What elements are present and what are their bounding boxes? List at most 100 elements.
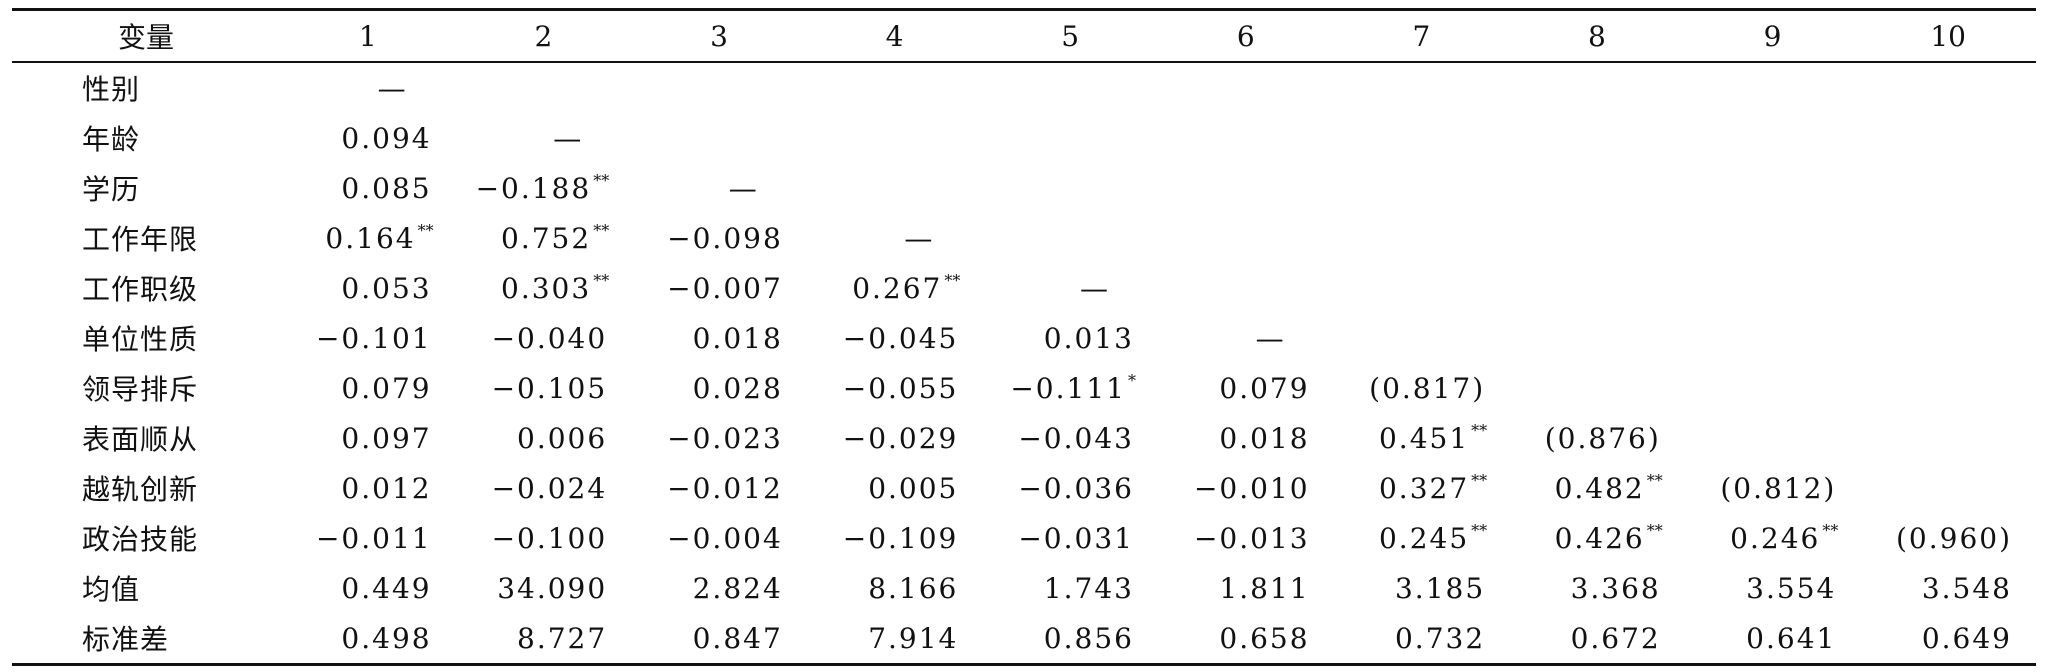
row-label: 领导排斥: [82, 373, 199, 406]
table-cell: 0.085: [280, 163, 456, 213]
table-cell: —: [456, 113, 632, 163]
table-cell: [982, 113, 1158, 163]
table-cell: [1860, 163, 2036, 213]
cell-value: 1.743: [1043, 572, 1134, 605]
cell-value: 0.732: [1394, 622, 1486, 655]
row-label: 均值: [82, 573, 141, 606]
table-cell: 0.245 **: [1334, 513, 1510, 563]
table-cell: [1860, 413, 2036, 463]
table-row: 单位性质 −0.101 −0.040 0.018 −0.045 0.013 —: [12, 313, 2036, 363]
row-label: 性别: [82, 73, 141, 106]
table-cell: −0.011: [280, 513, 456, 563]
significance-marker: **: [593, 171, 610, 190]
table-cell: −0.098: [631, 213, 807, 263]
cell-value: −0.007: [667, 272, 783, 305]
row-label: 政治技能: [82, 523, 199, 556]
table-cell: —: [631, 163, 807, 213]
table-cell: −0.010: [1158, 463, 1334, 513]
cell-value: −0.036: [1018, 472, 1134, 505]
table-cell: [1158, 213, 1334, 263]
table-cell: −0.101: [280, 313, 456, 363]
table-cell: [1860, 313, 2036, 363]
table-cell: 0.482 **: [1509, 463, 1685, 513]
significance-marker: **: [1822, 521, 1839, 540]
table-cell: —: [982, 263, 1158, 313]
table-cell: [1334, 113, 1510, 163]
header-col: 9: [1684, 8, 1861, 63]
table-cell: 0.018: [631, 313, 807, 363]
cell-value: −0.098: [667, 222, 783, 255]
header-col: 8: [1509, 8, 1685, 63]
cell-value: 0.303: [501, 272, 592, 305]
row-label: 表面顺从: [82, 423, 199, 456]
cell-value: −0.010: [1193, 472, 1310, 505]
table-cell: 0.097: [280, 413, 456, 463]
table-cell: [1860, 363, 2036, 413]
significance-marker: **: [1471, 521, 1488, 540]
table-cell: 3.368: [1509, 563, 1685, 613]
table-cell: [1509, 363, 1685, 413]
cell-value: 0.053: [341, 272, 432, 305]
table-cell: [1158, 113, 1334, 163]
table-cell: 8.166: [807, 563, 983, 613]
table-cell: (0.812): [1685, 463, 1861, 513]
cell-value: 0.085: [341, 172, 432, 205]
header-col: 10: [1860, 8, 2036, 63]
table-cell: [1509, 113, 1685, 163]
cell-value: 0.079: [341, 372, 432, 405]
significance-marker: **: [593, 271, 610, 290]
cell-value: 0.449: [341, 572, 432, 605]
table-cell: 0.267 **: [807, 263, 983, 313]
table-cell: 0.013: [982, 313, 1158, 363]
table-cell: 0.327 **: [1334, 463, 1510, 513]
cell-value: 0.672: [1570, 622, 1661, 655]
table-cell: (0.817): [1334, 363, 1510, 413]
cell-value: 0.097: [341, 422, 432, 455]
table-cell: [1685, 263, 1861, 313]
cell-value: 3.548: [1921, 572, 2012, 605]
table-cell: 0.028: [631, 363, 807, 413]
table-cell: 2.824: [631, 563, 807, 613]
cell-value: 0.482: [1554, 472, 1645, 505]
table-cell: [1860, 263, 2036, 313]
cell-value: 0.012: [341, 472, 432, 505]
cell-value: —: [1079, 272, 1110, 305]
table-cell: −0.040: [456, 313, 632, 363]
cell-value: −0.024: [491, 472, 608, 505]
cell-value: 7.914: [868, 622, 959, 655]
table-cell: 8.727: [455, 613, 632, 666]
cell-value: −0.045: [842, 322, 959, 355]
table-cell: −0.007: [631, 263, 807, 313]
table-cell: −0.036: [982, 463, 1158, 513]
table-cell: [1334, 62, 1510, 113]
cell-value: 0.018: [1219, 422, 1310, 455]
cell-value: −0.040: [491, 322, 608, 355]
table-cell: [1509, 263, 1685, 313]
cell-value: 0.018: [692, 322, 783, 355]
cell-value: −0.029: [842, 422, 959, 455]
table-cell: 0.752 **: [456, 213, 632, 263]
cell-value: 0.847: [692, 622, 783, 655]
cell-value: 8.166: [868, 572, 959, 605]
table-cell: [1685, 413, 1861, 463]
table-cell: 0.449: [280, 563, 456, 613]
significance-marker: **: [1471, 421, 1488, 440]
cell-value: 0.164: [325, 222, 416, 255]
table-cell: −0.043: [982, 413, 1158, 463]
table-row: 表面顺从 0.097 0.006 −0.023 −0.029 −0.043 0.018 0.4…: [12, 413, 2036, 463]
header-variable: 变量: [12, 8, 280, 63]
table-cell: 0.303 **: [456, 263, 632, 313]
cell-value: 1.811: [1219, 572, 1310, 605]
cell-value: —: [553, 122, 584, 155]
cell-value: −0.188: [475, 172, 592, 205]
cell-value: 0.658: [1219, 622, 1310, 655]
table-cell: 0.847: [631, 613, 807, 666]
table-cell: [456, 62, 632, 113]
table-row: 年龄 0.094 —: [12, 113, 2036, 163]
table-cell: [1860, 213, 2036, 263]
table-cell: [807, 163, 983, 213]
significance-marker: **: [1646, 521, 1663, 540]
table-cell: [1334, 313, 1510, 363]
cell-value: −0.023: [667, 422, 783, 455]
table-cell: [1509, 313, 1685, 363]
